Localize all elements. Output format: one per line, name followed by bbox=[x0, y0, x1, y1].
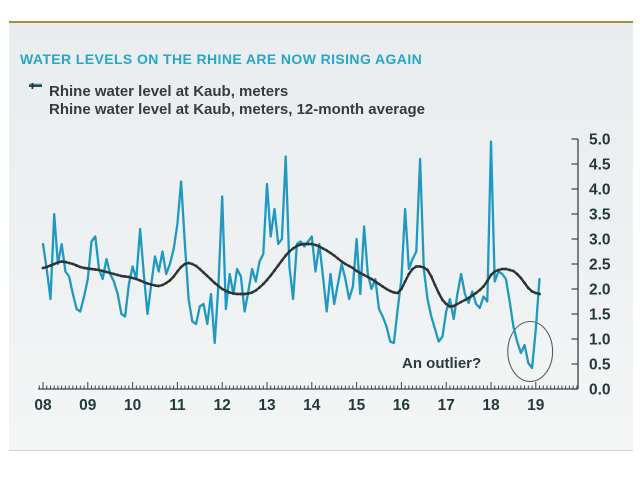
legend-label-level: Rhine water level at Kaub, meters bbox=[49, 82, 289, 100]
svg-text:11: 11 bbox=[169, 397, 186, 414]
svg-text:10: 10 bbox=[124, 397, 141, 414]
svg-text:2.0: 2.0 bbox=[589, 282, 611, 299]
svg-text:13: 13 bbox=[258, 397, 276, 414]
series-level-line bbox=[41, 140, 541, 370]
svg-text:19: 19 bbox=[527, 397, 545, 414]
svg-text:09: 09 bbox=[79, 397, 97, 414]
y-axis: 0.0 0.5 1.0 1.5 2.0 2.5 3.0 3.5 4.0 4.5 5.0 bbox=[571, 132, 611, 399]
svg-text:3.5: 3.5 bbox=[589, 207, 611, 224]
svg-text:18: 18 bbox=[482, 397, 500, 414]
legend-item-level: Rhine water level at Kaub, meters bbox=[28, 82, 425, 100]
accent-top-rule bbox=[9, 21, 633, 23]
svg-text:4.0: 4.0 bbox=[589, 182, 611, 199]
legend-item-average: Rhine water level at Kaub, meters, 12-mo… bbox=[28, 83, 425, 118]
chart-panel bbox=[9, 23, 633, 451]
svg-text:4.5: 4.5 bbox=[589, 157, 611, 174]
chart-legend: Rhine water level at Kaub, meters Rhine … bbox=[28, 82, 425, 118]
svg-text:15: 15 bbox=[348, 397, 366, 414]
svg-text:14: 14 bbox=[303, 397, 321, 414]
svg-text:1.0: 1.0 bbox=[589, 332, 611, 349]
svg-text:1.5: 1.5 bbox=[589, 307, 611, 324]
legend-label-average: Rhine water level at Kaub, meters, 12-mo… bbox=[49, 100, 425, 118]
svg-text:2.5: 2.5 bbox=[589, 257, 611, 274]
svg-text:3.0: 3.0 bbox=[589, 232, 611, 249]
outlier-annotation: An outlier? bbox=[402, 355, 482, 372]
svg-text:08: 08 bbox=[34, 397, 52, 414]
svg-text:0.0: 0.0 bbox=[589, 382, 611, 399]
svg-text:0.5: 0.5 bbox=[589, 357, 611, 374]
svg-text:5.0: 5.0 bbox=[589, 132, 611, 149]
x-axis: 08 09 10 11 12 13 14 15 16 17 18 19 bbox=[34, 382, 578, 414]
svg-text:17: 17 bbox=[438, 397, 455, 414]
chart-title: WATER LEVELS ON THE RHINE ARE NOW RISING… bbox=[20, 51, 423, 67]
svg-text:16: 16 bbox=[393, 397, 411, 414]
svg-text:12: 12 bbox=[214, 397, 231, 414]
outlier-ellipse bbox=[507, 320, 554, 383]
series-average-line bbox=[41, 242, 541, 308]
